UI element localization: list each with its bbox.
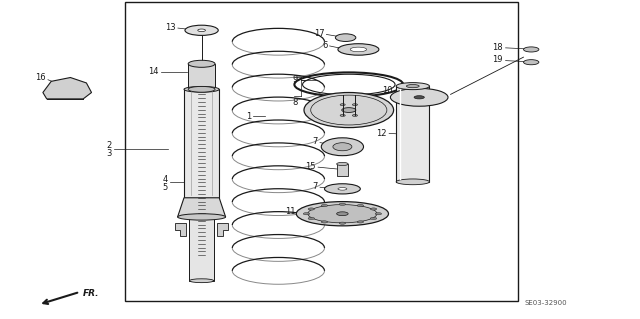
Text: SE03-32900: SE03-32900 xyxy=(525,300,568,306)
Ellipse shape xyxy=(296,202,388,226)
Text: FR.: FR. xyxy=(83,289,100,298)
Ellipse shape xyxy=(308,208,314,210)
Text: 17: 17 xyxy=(314,29,324,38)
Ellipse shape xyxy=(184,86,219,92)
Ellipse shape xyxy=(333,143,352,151)
Text: 8: 8 xyxy=(293,98,298,107)
Ellipse shape xyxy=(188,86,215,92)
Ellipse shape xyxy=(338,188,347,190)
Text: 19: 19 xyxy=(493,56,503,64)
Ellipse shape xyxy=(189,279,214,283)
Bar xyxy=(184,89,219,198)
Text: 3: 3 xyxy=(107,149,112,158)
Text: 9: 9 xyxy=(293,75,298,84)
Ellipse shape xyxy=(357,221,364,223)
Ellipse shape xyxy=(357,204,364,207)
Ellipse shape xyxy=(353,115,358,116)
Polygon shape xyxy=(43,78,92,99)
Ellipse shape xyxy=(339,203,346,205)
Bar xyxy=(337,164,348,176)
Ellipse shape xyxy=(324,184,360,194)
Ellipse shape xyxy=(303,212,310,215)
Bar xyxy=(125,2,518,301)
Text: 1: 1 xyxy=(246,112,251,121)
Ellipse shape xyxy=(340,115,345,116)
Ellipse shape xyxy=(321,204,328,207)
Ellipse shape xyxy=(524,60,539,65)
Ellipse shape xyxy=(406,85,419,88)
Ellipse shape xyxy=(188,60,215,67)
Text: 4: 4 xyxy=(163,175,168,184)
Ellipse shape xyxy=(337,212,348,216)
Bar xyxy=(188,64,215,89)
Ellipse shape xyxy=(371,217,377,219)
Ellipse shape xyxy=(185,25,218,35)
Text: 5: 5 xyxy=(163,183,168,192)
Polygon shape xyxy=(178,198,226,217)
Ellipse shape xyxy=(335,34,356,41)
Text: 18: 18 xyxy=(492,43,503,52)
Ellipse shape xyxy=(390,88,448,106)
Ellipse shape xyxy=(342,108,356,113)
Text: 11: 11 xyxy=(285,207,296,216)
Ellipse shape xyxy=(396,179,429,185)
Ellipse shape xyxy=(321,221,328,223)
Ellipse shape xyxy=(338,44,379,55)
Ellipse shape xyxy=(350,47,367,52)
Polygon shape xyxy=(175,223,186,236)
Ellipse shape xyxy=(371,208,377,210)
Ellipse shape xyxy=(353,104,358,106)
Text: 6: 6 xyxy=(323,41,328,50)
Bar xyxy=(189,217,214,281)
Text: 12: 12 xyxy=(376,129,387,138)
Text: 7: 7 xyxy=(312,137,317,146)
Ellipse shape xyxy=(308,205,377,223)
Ellipse shape xyxy=(304,93,394,128)
Ellipse shape xyxy=(337,162,348,166)
Ellipse shape xyxy=(375,212,381,215)
Ellipse shape xyxy=(178,214,226,220)
Ellipse shape xyxy=(340,104,345,106)
Ellipse shape xyxy=(308,217,314,219)
Ellipse shape xyxy=(198,29,205,32)
Ellipse shape xyxy=(396,83,429,90)
Ellipse shape xyxy=(524,47,539,52)
Ellipse shape xyxy=(339,222,346,224)
Text: 14: 14 xyxy=(148,67,159,76)
Ellipse shape xyxy=(321,138,364,156)
Text: 16: 16 xyxy=(35,73,46,82)
Text: 15: 15 xyxy=(305,162,316,171)
Ellipse shape xyxy=(414,96,424,99)
Polygon shape xyxy=(217,223,228,236)
Bar xyxy=(396,86,429,182)
Text: 7: 7 xyxy=(312,182,317,191)
Text: 13: 13 xyxy=(164,23,175,32)
Text: 10: 10 xyxy=(383,86,393,95)
Text: 2: 2 xyxy=(107,141,112,150)
